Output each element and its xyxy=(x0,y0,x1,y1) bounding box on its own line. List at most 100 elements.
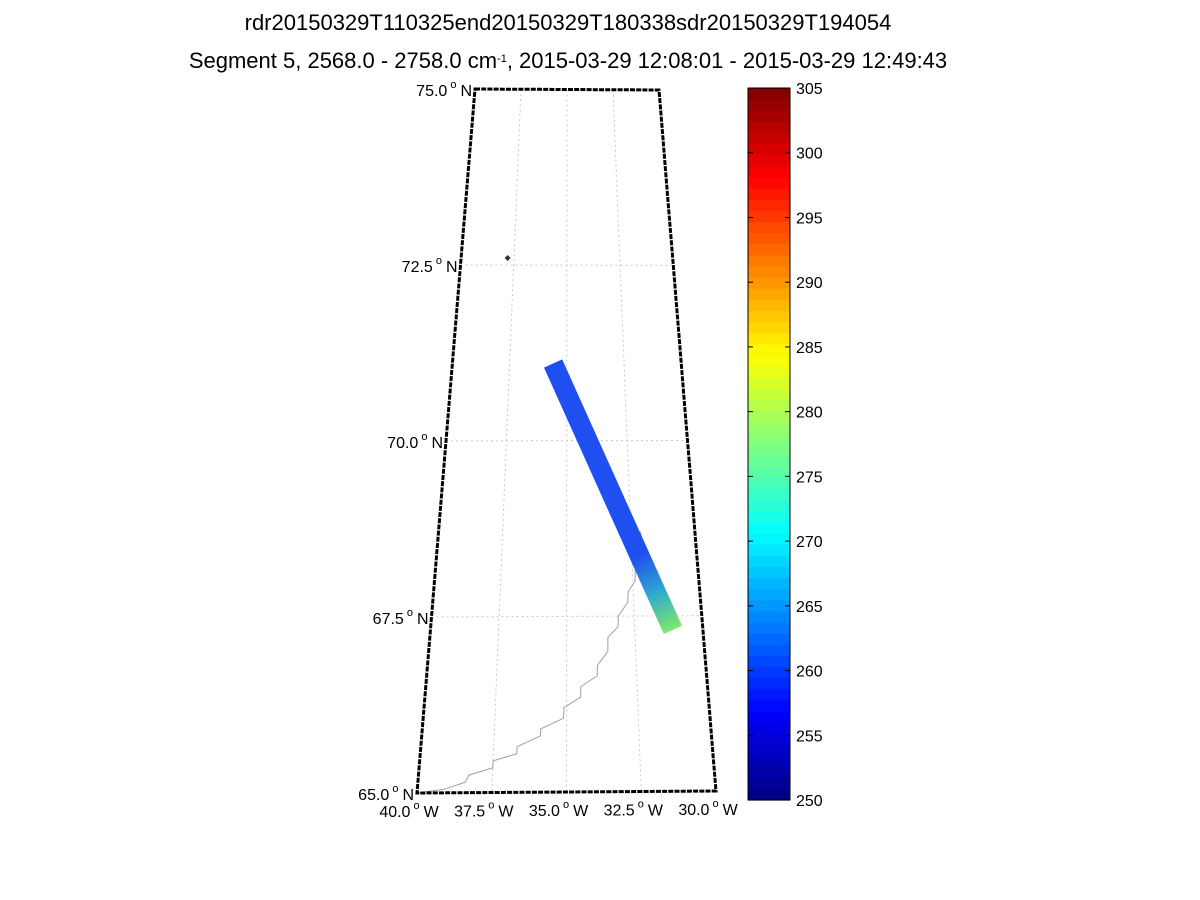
colorbar-band xyxy=(748,489,790,501)
greenland-coastline xyxy=(417,532,642,793)
colorbar-tick-label: 265 xyxy=(796,599,823,616)
colorbar-band xyxy=(748,700,790,712)
colorbar-band xyxy=(748,288,790,300)
colorbar-band xyxy=(748,400,790,412)
colorbar-band xyxy=(748,789,790,801)
longitude-label: 35.0 o W xyxy=(529,799,589,820)
colorbar-tick-label: 260 xyxy=(796,664,823,681)
colorbar-band xyxy=(748,611,790,623)
colorbar-band xyxy=(748,578,790,590)
colorbar-band xyxy=(748,110,790,122)
colorbar-band xyxy=(748,544,790,556)
colorbar-band xyxy=(748,678,790,690)
latitude-label: 67.5 o N xyxy=(373,607,429,628)
colorbar-band xyxy=(748,255,790,267)
colorbar-tick-label: 270 xyxy=(796,534,823,551)
colorbar-tick-label: 255 xyxy=(796,728,823,745)
colorbar-band xyxy=(748,455,790,467)
colorbar-band xyxy=(748,733,790,745)
map-graticule xyxy=(432,89,702,792)
colorbar-tick-label: 305 xyxy=(796,81,823,98)
colorbar-band xyxy=(748,767,790,779)
colorbar-band xyxy=(748,266,790,278)
latitude-label: 65.0 o N xyxy=(358,783,414,804)
colorbar-band xyxy=(748,444,790,456)
colorbar-band xyxy=(748,166,790,178)
colorbar-band xyxy=(748,299,790,311)
colorbar-tick-label: 295 xyxy=(796,210,823,227)
colorbar-band xyxy=(748,533,790,545)
colorbar-band xyxy=(748,411,790,423)
colorbar-band xyxy=(748,667,790,679)
colorbar-band xyxy=(748,333,790,345)
colorbar-band xyxy=(748,600,790,612)
colorbar-band xyxy=(748,277,790,289)
latitude-label: 70.0 o N xyxy=(387,431,443,452)
location-marker xyxy=(505,255,511,261)
colorbar-band xyxy=(748,622,790,634)
colorbar-band xyxy=(748,477,790,489)
colorbar-band xyxy=(748,121,790,133)
colorbar-band xyxy=(748,633,790,645)
colorbar-band xyxy=(748,155,790,167)
colorbar-band xyxy=(748,433,790,445)
colorbar-band xyxy=(748,344,790,356)
colorbar-band xyxy=(748,422,790,434)
colorbar-band xyxy=(748,133,790,145)
colorbar-band xyxy=(748,722,790,734)
colorbar-tick-label: 275 xyxy=(796,469,823,486)
colorbar-band xyxy=(748,244,790,256)
longitude-labels: 40.0 o W 37.5 o W 35.0 o W 32.5 o W 30.0 o W xyxy=(379,798,738,821)
colorbar-band xyxy=(748,311,790,323)
colorbar-tick-label: 300 xyxy=(796,146,823,163)
title-line-2: Segment 5, 2568.0 - 2758.0 cm-1, 2015-03… xyxy=(189,48,947,73)
colorbar-band xyxy=(748,500,790,512)
colorbar-band xyxy=(748,566,790,578)
longitude-label: 37.5 o W xyxy=(454,800,514,821)
longitude-label: 40.0 o W xyxy=(379,800,439,821)
colorbar-band xyxy=(748,589,790,601)
colorbar-band xyxy=(748,99,790,111)
title-line-2-suffix: , 2015-03-29 12:08:01 - 2015-03-29 12:49… xyxy=(507,48,947,73)
title-line-2-exponent: -1 xyxy=(497,53,507,65)
colorbar: 250 255 260 265 270 275 280 285 290 295 300 305 xyxy=(748,81,823,810)
colorbar-band xyxy=(748,778,790,790)
map-area: 75.0 o N 72.5 o N 70.0 o N 67.5 o N 65.0 o N 40.0 o W 37.… xyxy=(358,79,738,821)
longitude-label: 30.0 o W xyxy=(678,798,738,819)
title-line-2-prefix: Segment 5, 2568.0 - 2758.0 cm xyxy=(189,48,497,73)
colorbar-tick-label: 250 xyxy=(796,793,823,810)
colorbar-band xyxy=(748,210,790,222)
colorbar-band xyxy=(748,88,790,100)
colorbar-band xyxy=(748,522,790,534)
colorbar-band xyxy=(748,188,790,200)
colorbar-band xyxy=(748,756,790,768)
colorbar-band xyxy=(748,222,790,234)
longitude-label: 32.5 o W xyxy=(604,799,664,820)
colorbar-band xyxy=(748,511,790,523)
satellite-swath xyxy=(544,359,682,634)
colorbar-band xyxy=(748,555,790,567)
colorbar-bands xyxy=(748,88,790,801)
latitude-label: 75.0 o N xyxy=(416,79,472,100)
graticule-meridian xyxy=(567,90,568,793)
colorbar-band xyxy=(748,322,790,334)
latitude-labels: 75.0 o N 72.5 o N 70.0 o N 67.5 o N 65.0 o N xyxy=(358,79,472,804)
colorbar-band xyxy=(748,177,790,189)
colorbar-band xyxy=(748,144,790,156)
colorbar-tick-label: 280 xyxy=(796,405,823,422)
colorbar-band xyxy=(748,366,790,378)
title-line-1: rdr20150329T110325end20150329T180338sdr2… xyxy=(245,10,892,35)
colorbar-band xyxy=(748,711,790,723)
colorbar-tick-label: 290 xyxy=(796,275,823,292)
latitude-label: 72.5 o N xyxy=(402,255,458,276)
colorbar-band xyxy=(748,744,790,756)
colorbar-band xyxy=(748,355,790,367)
colorbar-band xyxy=(748,199,790,211)
colorbar-band xyxy=(748,377,790,389)
colorbar-band xyxy=(748,655,790,667)
colorbar-tick-label: 285 xyxy=(796,340,823,357)
colorbar-band xyxy=(748,233,790,245)
colorbar-band xyxy=(748,689,790,701)
